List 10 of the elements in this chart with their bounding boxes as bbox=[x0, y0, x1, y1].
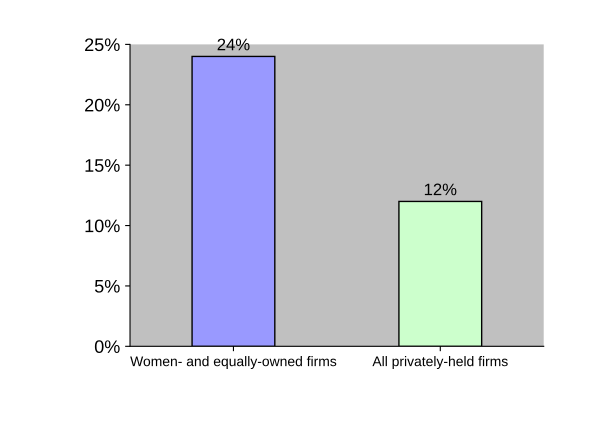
y-tick-label: 0% bbox=[94, 340, 120, 354]
x-tick-label: All privately-held firms bbox=[372, 356, 508, 369]
y-tick-label: 5% bbox=[94, 280, 120, 293]
y-tick-label: 15% bbox=[86, 159, 120, 172]
data-label: 12% bbox=[424, 184, 456, 196]
y-tick-label: 10% bbox=[86, 219, 120, 232]
y-tick-label: 25% bbox=[85, 38, 120, 52]
y-tick-label: 20% bbox=[85, 98, 120, 112]
x-tick-label: Women- and equally-owned firms bbox=[130, 356, 336, 369]
data-label: 24% bbox=[218, 38, 250, 50]
